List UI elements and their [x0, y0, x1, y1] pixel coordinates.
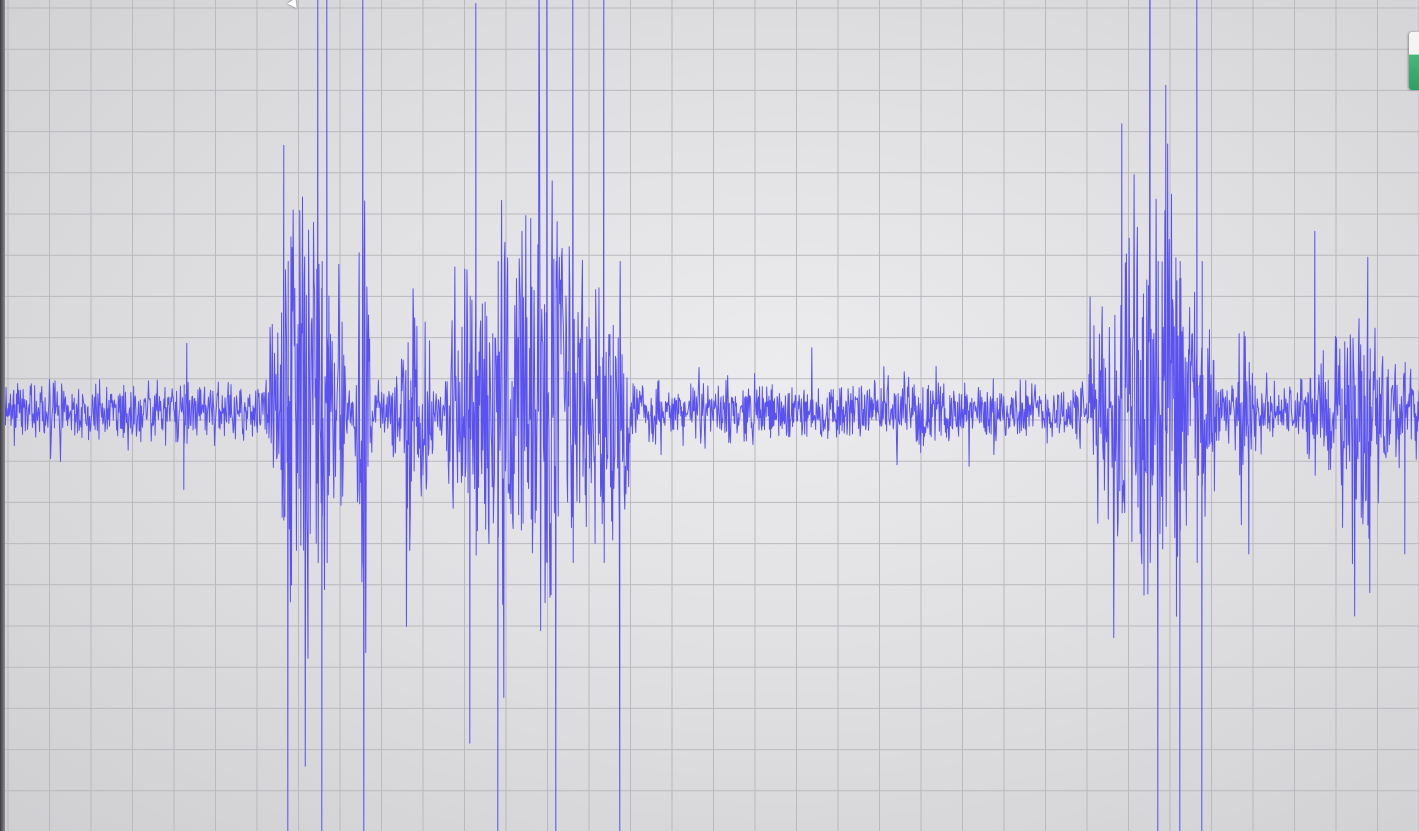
- window-left-edge: [0, 0, 5, 831]
- status-indicator: [1409, 32, 1419, 90]
